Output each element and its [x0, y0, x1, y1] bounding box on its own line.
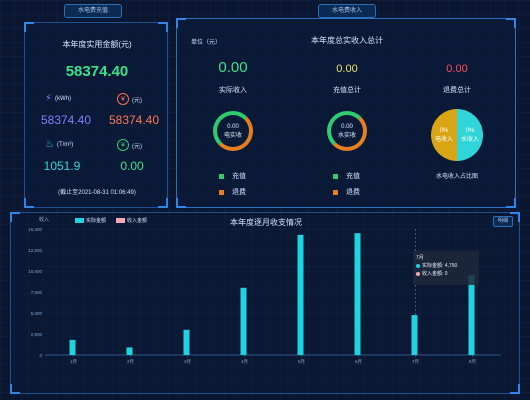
pie-left-pct: 0%	[439, 127, 449, 134]
bar-actual	[411, 315, 418, 355]
monthly-title: 本年度逐月收支情况	[230, 218, 302, 227]
tooltip-line1: 实际金额: 4,750	[422, 263, 458, 269]
elec-value: 58374.40	[40, 113, 92, 127]
legend-series2[interactable]: 收入金额	[116, 217, 147, 224]
stat-refund-label: 退费总计	[443, 87, 471, 94]
ring2-value: 0.00	[341, 123, 353, 130]
tab-recharge[interactable]: 水电费充值	[64, 4, 122, 18]
bar-actual	[126, 347, 133, 355]
pie-left-label: 电收入	[434, 136, 453, 143]
stat-actual-label: 实际收入	[219, 87, 247, 94]
bar-actual	[468, 275, 475, 355]
usage-total: 58374.40	[65, 63, 129, 80]
income-title: 本年度总实收入总计	[311, 36, 383, 45]
legend-refund: 退费	[219, 187, 246, 197]
legend-refund: 退费	[333, 187, 360, 197]
water-icon: ♨	[45, 139, 54, 150]
stat-recharge-label: 充值总计	[333, 87, 361, 94]
bar-actual	[69, 339, 76, 355]
y-tick-label: 15,000	[28, 227, 42, 232]
chart-tooltip: 7月 实际金额: 4,750 收入金额: 0	[413, 251, 479, 285]
elec-income-ring: 0.00 电实收	[213, 111, 253, 151]
unit-label: 单位（元）	[191, 40, 222, 46]
pie-right-pct: 0%	[465, 127, 475, 134]
y-tick-label: 5,000	[31, 311, 43, 316]
monthly-panel: 实际金额 收入金额 收入 本年度逐月收支情况 明细 0 2,500 5,000 7,5…	[10, 212, 520, 394]
legend-series1[interactable]: 实际金额	[75, 217, 106, 224]
water-income-ring: 0.00 水实收	[327, 111, 367, 151]
tooltip-line2: 收入金额: 0	[422, 271, 448, 277]
bar-actual	[297, 234, 304, 355]
ring1-label: 电实收	[223, 132, 242, 139]
x-tick-label: 7月	[412, 359, 419, 365]
lightning-icon: ⚡	[45, 93, 53, 104]
y-tick-label: 2,500	[31, 332, 43, 337]
y-tick-label: 12,500	[28, 248, 42, 253]
x-tick-label: 8月	[469, 359, 476, 365]
x-tick-label: 6月	[355, 359, 362, 365]
bar-actual	[240, 287, 247, 355]
elec-unit: (kWh)	[55, 95, 72, 102]
y-tick-label: 7,500	[31, 290, 43, 295]
detail-button[interactable]: 明细	[493, 216, 513, 227]
money-value-1: 58374.40	[108, 113, 160, 127]
y-tick-label: 10,000	[28, 269, 42, 274]
x-tick-label: 2月	[127, 359, 134, 365]
income-pie: 0% 电收入 0% 水收入	[431, 109, 483, 161]
tooltip-month: 7月	[416, 255, 424, 261]
monthly-bar-chart: 0 2,500 5,000 7,500 10,000 12,500 15,000 1月 2月 3月…	[28, 227, 501, 365]
y-tick-label: 0	[39, 353, 42, 358]
bar-actual	[183, 329, 190, 355]
yuan-icon: ¥	[117, 139, 129, 151]
deadline-text: (截止至2021-08-31 01:06:49)	[58, 190, 136, 196]
ring1-value: 0.00	[227, 123, 239, 130]
money-unit-1: (元)	[132, 97, 142, 104]
x-tick-label: 5月	[298, 359, 305, 365]
legend-recharge: 充值	[333, 171, 360, 181]
pie-caption: 水电收入占比图	[435, 174, 478, 180]
stat-recharge-value: 0.00	[336, 63, 358, 75]
money-value-2: 0.00	[120, 159, 144, 173]
legend-recharge: 充值	[219, 171, 246, 181]
tab-income[interactable]: 水电费收入	[318, 4, 376, 18]
x-tick-label: 3月	[184, 359, 191, 365]
stat-refund-value: 0.00	[446, 63, 468, 75]
yuan-icon: ¥	[117, 93, 129, 105]
stat-actual-value: 0.00	[218, 59, 248, 76]
bar-actual	[354, 233, 361, 355]
ring2-label: 水实收	[337, 132, 356, 139]
x-tick-label: 1月	[70, 359, 77, 365]
usage-title: 本年度实用金额(元)	[62, 40, 132, 49]
pie-right-label: 水收入	[460, 136, 479, 143]
usage-panel: 本年度实用金额(元) 58374.40 ⚡ (kWh) 58374.40 ¥ (…	[24, 22, 168, 208]
money-unit-2: (元)	[132, 143, 142, 150]
income-panel: 单位（元） 本年度总实收入总计 0.00 实际收入 0.00 充值总计 0.00…	[176, 18, 516, 208]
y-unit-label: 收入	[39, 217, 50, 223]
x-tick-label: 4月	[241, 359, 248, 365]
water-value: 1051.9	[43, 159, 81, 173]
water-unit: (T/m³)	[56, 141, 74, 148]
